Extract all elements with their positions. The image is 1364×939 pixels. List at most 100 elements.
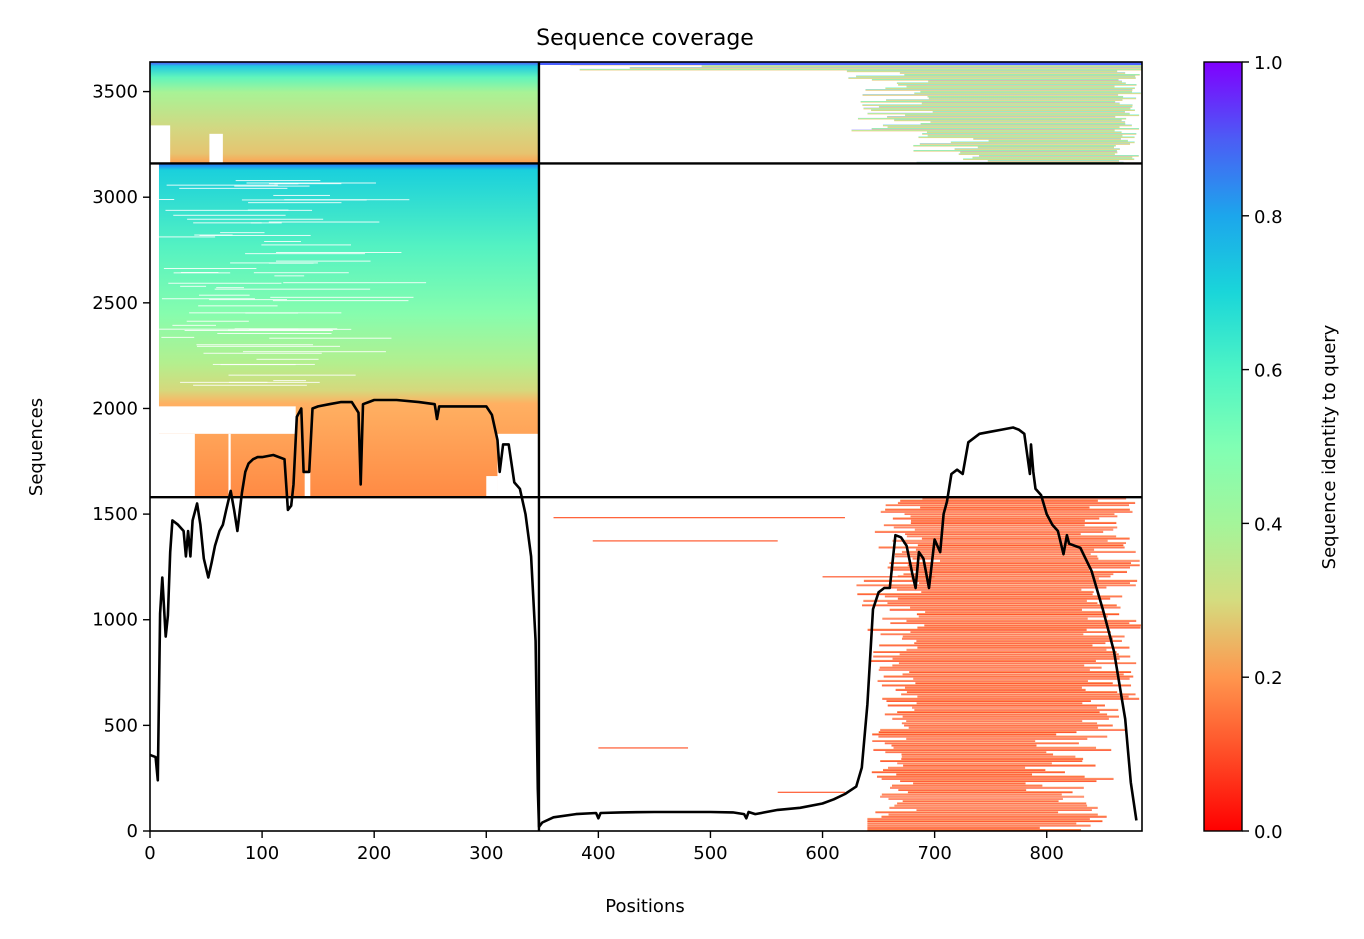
streak xyxy=(209,299,288,301)
y-tick-label: 0 xyxy=(127,821,138,842)
hit-row xyxy=(906,648,1107,651)
hit-row xyxy=(922,133,1137,135)
hit-row xyxy=(882,697,1140,700)
hit-row xyxy=(887,704,1105,707)
streak xyxy=(268,262,314,264)
hit-row xyxy=(922,497,1127,500)
hit-row xyxy=(921,537,1130,540)
coverage-block-chain2 xyxy=(553,497,1141,831)
plot-frame xyxy=(149,61,1143,832)
streak xyxy=(217,333,332,335)
streak xyxy=(161,336,195,338)
block-fill-left xyxy=(150,62,539,164)
streak xyxy=(214,288,371,290)
hit-row xyxy=(897,597,1111,600)
hit-row xyxy=(856,584,1136,587)
x-tick-label: 300 xyxy=(469,843,503,864)
gap xyxy=(209,133,223,164)
hit-row xyxy=(877,679,1088,682)
x-tick-label: 100 xyxy=(245,843,279,864)
hit-row xyxy=(879,666,1102,669)
streak xyxy=(229,381,320,383)
hit-row xyxy=(928,97,1137,100)
hit-row xyxy=(856,75,1136,78)
colorbar-frame xyxy=(1203,61,1243,832)
hit-row xyxy=(863,107,1131,110)
hit-row xyxy=(901,722,1098,725)
gap xyxy=(304,471,311,498)
x-tick-label: 400 xyxy=(581,843,615,864)
hit-row xyxy=(885,508,1130,511)
hit-row xyxy=(907,791,1073,794)
hit-row xyxy=(884,595,1123,598)
streak xyxy=(272,300,409,302)
hit-row xyxy=(897,762,1052,765)
hit-row xyxy=(882,124,1132,127)
hit-row xyxy=(897,802,1087,805)
hit-row xyxy=(894,553,1091,556)
hit-row xyxy=(920,123,1126,125)
hit-row xyxy=(884,742,1079,745)
hit-row xyxy=(895,555,1098,558)
hit-row xyxy=(848,77,1136,79)
hit-row xyxy=(873,748,1112,751)
x-tick-label: 200 xyxy=(357,843,391,864)
streak xyxy=(250,222,282,224)
streak xyxy=(273,380,306,382)
hit-row xyxy=(822,576,935,578)
hit-row xyxy=(925,610,1104,613)
hit-row xyxy=(910,630,1111,633)
x-tick-label: 800 xyxy=(1030,843,1064,864)
hit-row xyxy=(900,499,1098,502)
hit-row xyxy=(912,706,1098,709)
hit-row xyxy=(885,504,1130,507)
streak xyxy=(180,285,207,287)
streak xyxy=(151,236,216,238)
hit-row xyxy=(598,747,689,749)
hit-row xyxy=(701,65,1142,68)
x-tick-label: 600 xyxy=(805,843,839,864)
hit-row xyxy=(875,811,1059,814)
gap xyxy=(486,476,498,498)
colorbar-tick-label: 0.4 xyxy=(1254,514,1283,535)
hit-row xyxy=(921,590,1094,593)
streak xyxy=(270,296,414,298)
hit-row xyxy=(930,121,1126,123)
hit-row xyxy=(891,784,1043,787)
hit-row xyxy=(867,824,1091,827)
colorbar-tick-label: 0.6 xyxy=(1254,361,1283,382)
hit-row xyxy=(881,684,1132,687)
hit-row xyxy=(886,699,1091,702)
streak xyxy=(165,209,313,211)
hit-row xyxy=(892,717,1109,720)
hit-row xyxy=(869,659,1096,662)
hit-row xyxy=(920,90,1133,93)
hit-row xyxy=(914,528,1114,531)
colorbar-tick-label: 0.0 xyxy=(1254,822,1283,843)
x-axis-label: Positions xyxy=(605,896,684,917)
hit-row xyxy=(874,530,1104,533)
hit-row xyxy=(988,139,1128,142)
streak xyxy=(199,234,311,236)
hit-row xyxy=(777,791,845,793)
streak xyxy=(245,253,365,255)
hit-row xyxy=(889,561,1132,564)
streak xyxy=(193,222,262,224)
hit-row xyxy=(883,768,1046,771)
hit-row xyxy=(867,822,1077,825)
hit-row xyxy=(894,119,1122,122)
hit-row xyxy=(893,526,1118,529)
colorbar-tick-label: 1.0 xyxy=(1254,53,1283,74)
hit-row xyxy=(895,688,1086,691)
hit-row xyxy=(883,586,1107,589)
hit-row xyxy=(553,517,845,519)
streak xyxy=(196,344,314,346)
streak xyxy=(276,252,402,254)
gap xyxy=(150,406,296,434)
hit-row xyxy=(910,519,1085,522)
streak xyxy=(196,345,341,347)
streak xyxy=(235,180,321,182)
hit-row xyxy=(887,602,1098,605)
hit-row xyxy=(881,793,1062,796)
